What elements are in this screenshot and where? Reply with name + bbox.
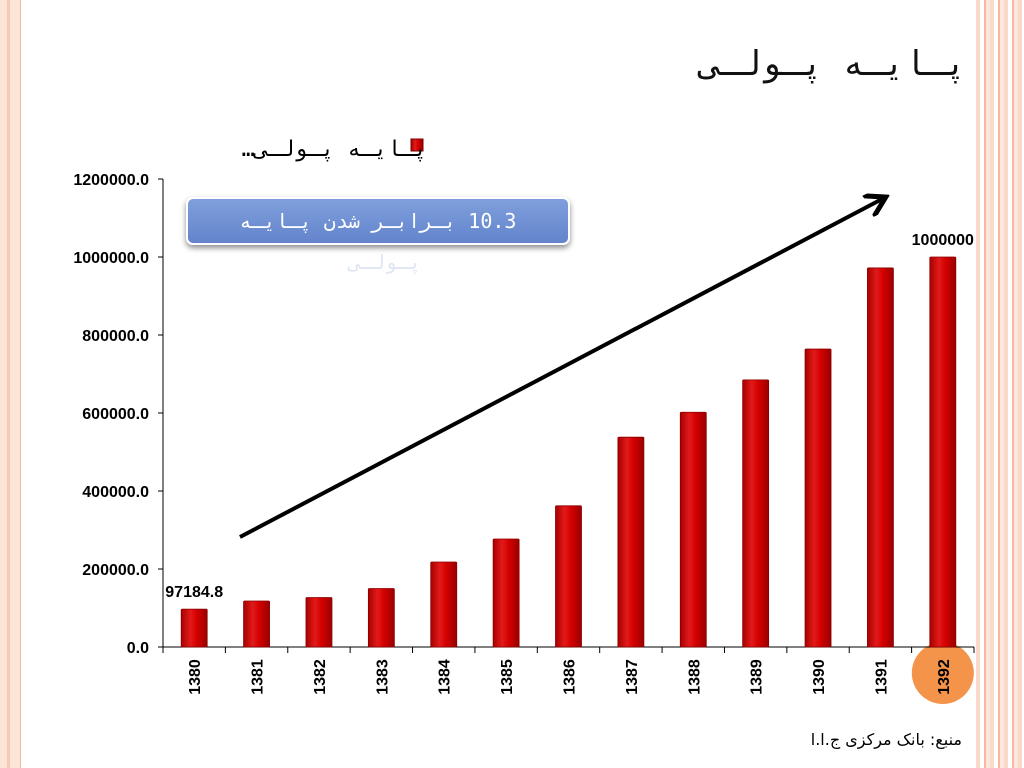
y-tick-label: 200000.0 — [82, 562, 149, 579]
x-tick-label: 1381 — [250, 659, 267, 695]
x-tick-label: 1391 — [873, 659, 890, 695]
bar — [367, 588, 395, 648]
highlight-circle — [911, 642, 974, 704]
data-label: 97184.8 — [165, 584, 223, 601]
bar — [804, 348, 832, 648]
x-tick-label: 1385 — [499, 659, 516, 695]
y-tick-label: 800000.0 — [82, 328, 149, 345]
chart-bars — [180, 256, 957, 648]
callout-overflow-text: پـولـی — [348, 250, 422, 274]
bar — [679, 411, 707, 648]
legend-swatch — [410, 138, 424, 152]
x-tick-label: 1388 — [686, 659, 703, 695]
y-tick-label: 1000000.0 — [73, 250, 149, 267]
chart-axes: 0.0 200000.0 400000.0 600000.0 800000.0 10000… — [73, 172, 975, 704]
chart-labels: 1380 1381 1382 1383 1384 1385 1386 1387 1388 1389… — [165, 232, 974, 695]
legend-label: پـایـه پـولـی… — [242, 137, 427, 162]
bar — [243, 600, 270, 648]
x-tick-label: 1383 — [374, 659, 391, 695]
right-border-decoration — [976, 0, 1024, 768]
callout-text: 10.3 بـرابـر شدن پـایـه — [239, 209, 517, 233]
bar — [430, 561, 458, 648]
x-tick-label: 1382 — [312, 659, 329, 695]
bar — [742, 379, 770, 648]
growth-callout: 10.3 بـرابـر شدن پـایـه — [186, 197, 570, 245]
source-note: منبع: بانک مرکزی ج.ا.ا — [810, 730, 962, 749]
bar — [617, 436, 645, 648]
y-tick-label: 400000.0 — [82, 484, 149, 501]
slide-title: پـایـه پـولـی — [699, 44, 966, 84]
bar — [492, 538, 520, 648]
trend-arrow — [239, 198, 884, 539]
bar — [180, 608, 208, 648]
left-border-decoration — [0, 0, 21, 768]
bar — [305, 597, 333, 648]
chart-legend: پـایـه پـولـی… — [242, 137, 427, 162]
x-tick-label: 1380 — [187, 659, 204, 695]
x-tick-label: 1390 — [811, 659, 828, 695]
data-label: 1000000 — [912, 232, 974, 249]
bar — [867, 267, 894, 648]
y-tick-label: 1200000.0 — [73, 172, 149, 189]
x-tick-label: 1387 — [624, 659, 641, 695]
x-tick-label: 1384 — [437, 659, 454, 695]
y-tick-label: 600000.0 — [82, 406, 149, 423]
bar — [929, 256, 957, 648]
x-tick-label: 1392 — [936, 659, 953, 695]
bar — [555, 505, 582, 648]
x-tick-label: 1389 — [749, 659, 766, 695]
x-tick-label: 1386 — [562, 659, 579, 695]
y-tick-label: 0.0 — [127, 640, 149, 657]
